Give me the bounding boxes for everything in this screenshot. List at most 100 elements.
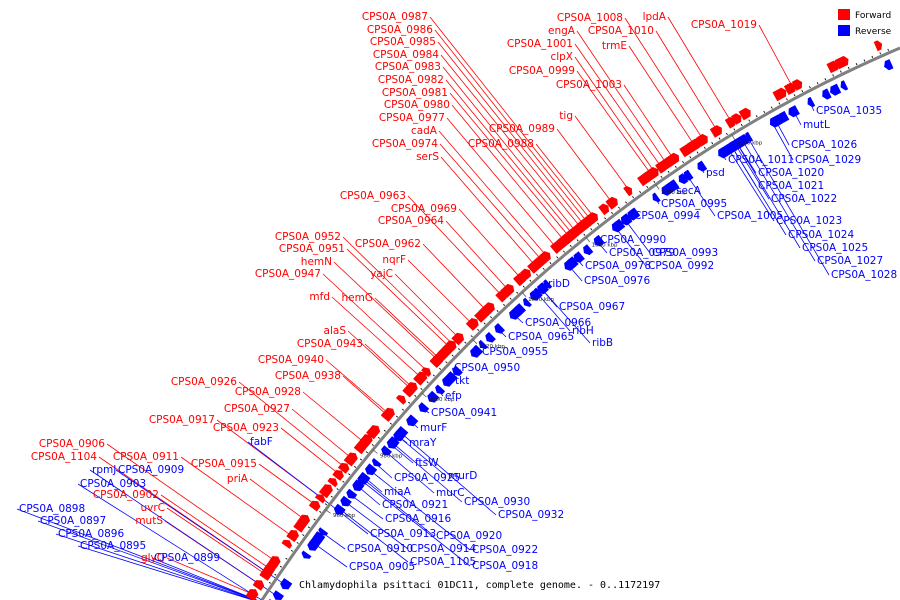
reverse-gene-label-cps0a-0994[interactable]: CPS0A_0994 [634, 210, 700, 222]
forward-gene-label-cps0a-0987[interactable]: CPS0A_0987 [362, 11, 428, 23]
forward-gene-feature-74[interactable] [550, 241, 563, 254]
forward-gene-label-cps0a-1019[interactable]: CPS0A_1019 [691, 19, 757, 31]
reverse-gene-label-miaa[interactable]: miaA [384, 486, 412, 498]
reverse-gene-feature-83[interactable] [613, 218, 626, 231]
reverse-gene-label-cps0a-0896[interactable]: CPS0A_0896 [58, 528, 124, 540]
forward-gene-label-nqrf[interactable]: nqrF [382, 254, 406, 266]
forward-gene-label-cps0a-0906[interactable]: CPS0A_0906 [39, 438, 105, 450]
forward-gene-feature-46[interactable] [267, 556, 281, 569]
forward-gene-label-cps0a-0980[interactable]: CPS0A_0980 [384, 99, 450, 111]
forward-gene-label-cps0a-0962[interactable]: CPS0A_0962 [355, 238, 421, 250]
forward-gene-label-cps0a-0926[interactable]: CPS0A_0926 [171, 376, 237, 388]
forward-gene-feature-63[interactable] [366, 425, 381, 440]
forward-gene-feature-49[interactable] [308, 500, 321, 512]
forward-gene-label-cps0a-0974[interactable]: CPS0A_0974 [372, 138, 438, 150]
forward-gene-label-cps0a-0927[interactable]: CPS0A_0927 [224, 403, 290, 415]
forward-gene-feature-34[interactable] [451, 332, 465, 346]
reverse-gene-label-cps0a-0932[interactable]: CPS0A_0932 [498, 509, 564, 521]
reverse-gene-label-ribh[interactable]: ribH [572, 325, 594, 337]
reverse-gene-label-cps0a-1105[interactable]: CPS0A_1105 [410, 556, 476, 568]
reverse-gene-feature-87[interactable] [671, 179, 680, 190]
forward-gene-feature-67[interactable] [436, 346, 451, 361]
forward-gene-feature-10[interactable] [534, 254, 547, 268]
forward-gene-label-cps0a-0999[interactable]: CPS0A_0999 [509, 65, 575, 77]
forward-gene-label-cps0a-0981[interactable]: CPS0A_0981 [382, 87, 448, 99]
reverse-gene-label-cps0a-0916[interactable]: CPS0A_0916 [385, 513, 451, 525]
reverse-gene-label-cps0a-0913[interactable]: CPS0A_0913 [370, 528, 436, 540]
forward-gene-feature-21[interactable] [724, 116, 736, 129]
forward-gene-label-cps0a-0951[interactable]: CPS0A_0951 [279, 243, 345, 255]
reverse-gene-label-cps0a-0898[interactable]: CPS0A_0898 [19, 503, 85, 515]
forward-gene-label-cps0a-0988[interactable]: CPS0A_0988 [468, 138, 534, 150]
forward-gene-feature-77[interactable] [598, 203, 610, 216]
reverse-gene-label-cps0a-0950[interactable]: CPS0A_0950 [454, 362, 520, 374]
reverse-gene-label-cps0a-0920[interactable]: CPS0A_0920 [436, 530, 502, 542]
forward-gene-feature-90[interactable] [826, 60, 839, 74]
reverse-gene-label-cps0a-0909[interactable]: CPS0A_0909 [118, 464, 184, 476]
reverse-gene-label-cps0a-0903[interactable]: CPS0A_0903 [80, 478, 146, 490]
reverse-gene-label-cps0a-0925[interactable]: CPS0A_0925 [394, 472, 460, 484]
forward-gene-feature-68[interactable] [446, 340, 456, 351]
reverse-gene-label-cps0a-1025[interactable]: CPS0A_1025 [802, 242, 868, 254]
reverse-gene-label-seca[interactable]: secA [676, 185, 702, 197]
reverse-gene-feature-96[interactable] [840, 80, 849, 91]
forward-gene-feature-35[interactable] [413, 371, 428, 386]
forward-gene-label-cps0a-0984[interactable]: CPS0A_0984 [373, 49, 439, 61]
reverse-gene-label-cps0a-0995[interactable]: CPS0A_0995 [661, 198, 727, 210]
forward-gene-feature-19[interactable] [665, 152, 680, 167]
reverse-gene-feature-63[interactable] [301, 550, 312, 559]
forward-gene-label-cps0a-0952[interactable]: CPS0A_0952 [275, 231, 341, 243]
reverse-gene-feature-40[interactable] [381, 445, 392, 456]
reverse-gene-label-murd[interactable]: murD [448, 470, 477, 482]
forward-gene-label-cps0a-0902[interactable]: CPS0A_0902 [93, 489, 159, 501]
forward-gene-feature-55[interactable] [260, 564, 275, 579]
forward-gene-feature-80[interactable] [647, 168, 657, 179]
reverse-gene-feature-48[interactable] [318, 527, 329, 536]
reverse-gene-label-cps0a-0899[interactable]: CPS0A_0899 [154, 552, 220, 564]
forward-gene-feature-88[interactable] [783, 84, 793, 95]
reverse-gene-feature-28[interactable] [494, 323, 505, 334]
reverse-gene-feature-0[interactable] [807, 96, 816, 108]
forward-gene-feature-40[interactable] [381, 411, 392, 422]
reverse-gene-label-murf[interactable]: murF [420, 422, 447, 434]
forward-gene-feature-83[interactable] [686, 138, 701, 153]
reverse-gene-feature-71[interactable] [427, 390, 440, 403]
forward-gene-feature-64[interactable] [395, 395, 407, 405]
forward-gene-feature-86[interactable] [738, 107, 751, 121]
reverse-gene-feature-79[interactable] [529, 290, 541, 301]
forward-gene-feature-69[interactable] [467, 318, 479, 330]
forward-gene-label-lpda[interactable]: lpdA [643, 11, 667, 23]
reverse-gene-label-cps0a-0955[interactable]: CPS0A_0955 [482, 346, 548, 358]
forward-gene-label-cps0a-0943[interactable]: CPS0A_0943 [297, 338, 363, 350]
reverse-gene-feature-93[interactable] [788, 107, 797, 118]
reverse-gene-label-efp[interactable]: efp [445, 390, 462, 402]
reverse-gene-feature-70[interactable] [393, 430, 405, 442]
reverse-gene-feature-81[interactable] [576, 251, 585, 261]
reverse-gene-label-cps0a-0967[interactable]: CPS0A_0967 [559, 301, 625, 313]
reverse-gene-feature-69[interactable] [387, 439, 397, 449]
reverse-gene-feature-65[interactable] [313, 531, 326, 543]
reverse-gene-label-cps0a-1026[interactable]: CPS0A_1026 [791, 139, 857, 151]
reverse-gene-feature-85[interactable] [630, 207, 641, 219]
reverse-gene-feature-97[interactable] [884, 59, 894, 71]
reverse-gene-feature-82[interactable] [583, 244, 594, 256]
forward-gene-feature-45[interactable] [332, 470, 344, 481]
forward-gene-feature-87[interactable] [772, 87, 787, 102]
forward-gene-feature-73[interactable] [520, 268, 532, 280]
reverse-gene-feature-92[interactable] [778, 110, 790, 123]
forward-gene-label-mfd[interactable]: mfd [309, 291, 330, 303]
reverse-gene-label-cps0a-0965[interactable]: CPS0A_0965 [508, 331, 574, 343]
forward-gene-label-cps0a-0911[interactable]: CPS0A_0911 [113, 451, 179, 463]
reverse-gene-feature-76[interactable] [485, 331, 496, 343]
forward-gene-feature-79[interactable] [637, 172, 651, 187]
forward-gene-label-cps0a-0915[interactable]: CPS0A_0915 [191, 458, 257, 470]
reverse-gene-label-cps0a-1028[interactable]: CPS0A_1028 [831, 269, 897, 281]
reverse-gene-feature-94[interactable] [822, 88, 832, 100]
forward-gene-label-cps0a-0983[interactable]: CPS0A_0983 [375, 61, 441, 73]
reverse-gene-label-cps0a-1027[interactable]: CPS0A_1027 [817, 255, 883, 267]
reverse-gene-label-cps0a-0905[interactable]: CPS0A_0905 [349, 561, 415, 573]
forward-gene-label-glyq[interactable]: glyQ [141, 552, 165, 564]
reverse-gene-feature-50[interactable] [365, 463, 378, 476]
reverse-gene-label-fabf[interactable]: fabF [250, 436, 273, 448]
forward-gene-feature-82[interactable] [679, 144, 692, 158]
